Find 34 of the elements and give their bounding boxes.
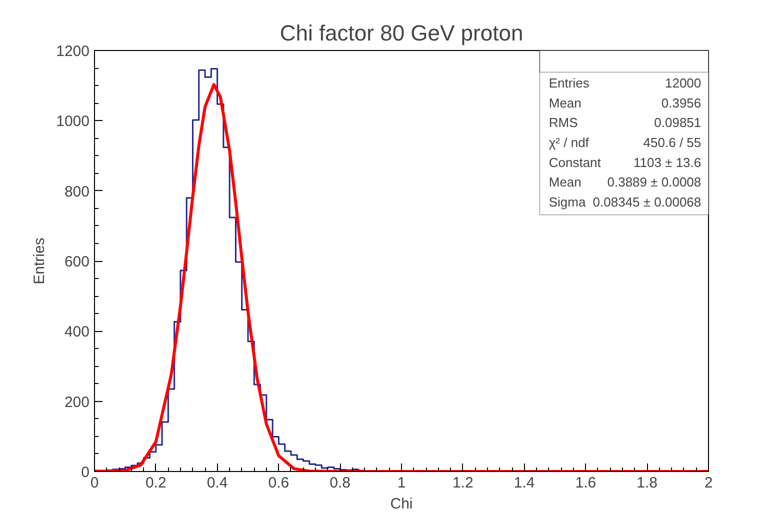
annotation: Mean bbox=[548, 95, 582, 110]
annotation: Constant bbox=[548, 154, 602, 170]
x-tick-label: 0.6 bbox=[268, 474, 290, 492]
y-tick-label: 200 bbox=[64, 394, 90, 411]
annotation: Sigma bbox=[548, 194, 586, 210]
x-tick-label: 0.4 bbox=[206, 474, 228, 492]
annotation: 0.09851 bbox=[654, 115, 702, 130]
x-tick-label: 1 bbox=[397, 474, 406, 492]
annotation: 0.3956 bbox=[661, 95, 702, 110]
x-tick-label: 0.2 bbox=[145, 474, 166, 492]
x-tick-label: 1.8 bbox=[636, 474, 658, 492]
y-tick-label: 0 bbox=[81, 464, 90, 481]
x-tick-label: 2 bbox=[704, 474, 713, 492]
y-tick-label: 400 bbox=[64, 324, 90, 341]
annotation: 1103 ± 13.6 bbox=[634, 154, 702, 170]
chart-title: Chi factor 80 GeV proton bbox=[280, 20, 524, 46]
annotation: RMS bbox=[548, 115, 578, 130]
annotation: Entries bbox=[548, 76, 590, 91]
y-tick-label: 1000 bbox=[56, 113, 90, 130]
annotation: 450.6 / 55 bbox=[643, 135, 702, 150]
y-tick-label: 800 bbox=[64, 183, 90, 200]
annotation: 0.08345 ± 0.00068 bbox=[592, 194, 702, 210]
x-axis-title: Chi bbox=[390, 496, 413, 512]
annotation: 0.3889 ± 0.0008 bbox=[607, 174, 702, 190]
annotation: Mean bbox=[548, 174, 582, 190]
x-tick-label: 1.2 bbox=[452, 474, 474, 492]
y-axis-title: Entries bbox=[31, 238, 48, 284]
y-tick-label: 1200 bbox=[56, 43, 90, 60]
x-tick-label: 1.6 bbox=[575, 474, 596, 492]
annotation: 12000 bbox=[664, 76, 702, 91]
y-tick-label: 600 bbox=[64, 254, 90, 270]
x-tick-label: 0.8 bbox=[330, 474, 351, 492]
annotation: χ² / ndf bbox=[548, 135, 590, 150]
x-tick-label: 1.4 bbox=[514, 474, 535, 492]
